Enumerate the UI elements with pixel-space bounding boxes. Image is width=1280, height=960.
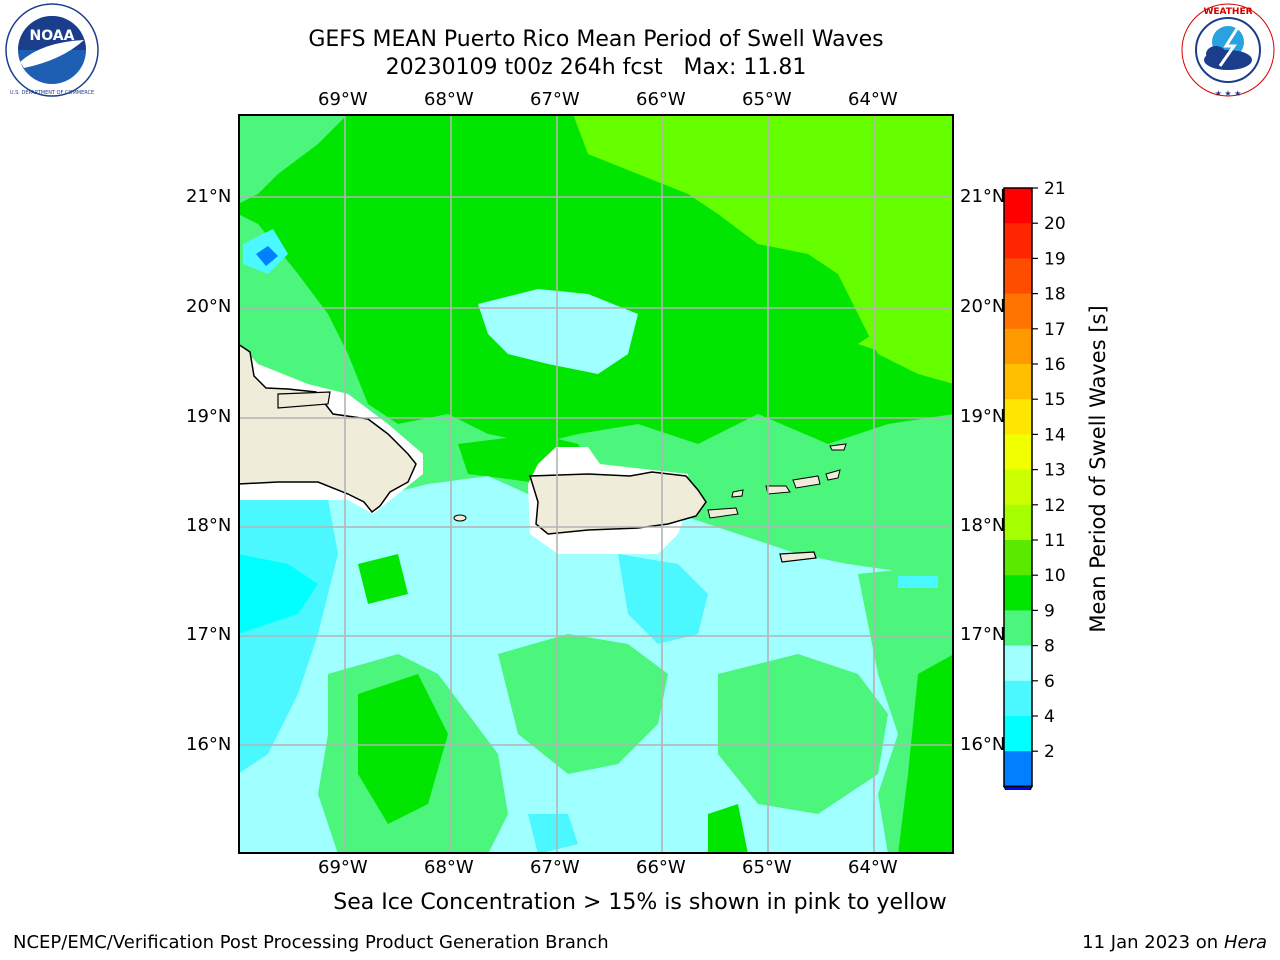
- colorbar-label: Mean Period of Swell Waves [s]: [1086, 305, 1110, 633]
- colorbar-tick-label: 4: [1044, 707, 1055, 727]
- colorbar-band: [1004, 258, 1032, 295]
- swell-period-map: [238, 114, 954, 854]
- field-8-9s: [478, 289, 638, 374]
- hispaniola-land: [238, 343, 417, 514]
- colorbar-frame: [1003, 187, 1033, 788]
- colorbar-tick-label: 15: [1044, 390, 1066, 410]
- lat-label-right: 20°N: [960, 296, 1006, 317]
- colorbar-band: [1004, 293, 1032, 330]
- colorbar-band: [1004, 716, 1032, 752]
- colorbar-tick-label: 6: [1044, 672, 1055, 692]
- graticule: [238, 114, 954, 854]
- noaa-logo: NOAA U.S. DEPARTMENT OF COMMERCE: [5, 3, 99, 97]
- colorbar-tick-label: 21: [1044, 180, 1066, 199]
- colorbar-tick-label: 8: [1044, 637, 1055, 657]
- machine-name: Hera: [1223, 932, 1267, 953]
- lat-label-left: 19°N: [186, 406, 232, 427]
- colorbar-tick-label: 12: [1044, 496, 1066, 516]
- svg-text:★ ★ ★: ★ ★ ★: [1215, 89, 1242, 98]
- colorbar-band: [1004, 188, 1032, 224]
- lon-label-top: 67°W: [530, 89, 580, 110]
- colorbar: 21 20 19 18 17 16 15 14 13 12 11 10 9 8 6 4 2: [1003, 180, 1066, 790]
- colorbar-band: [1004, 399, 1032, 435]
- colorbar-band: [1004, 328, 1032, 365]
- colorbar-band: [1004, 540, 1032, 576]
- colorbar-tick-label: 16: [1044, 355, 1066, 375]
- colorbar-band: [1004, 751, 1032, 787]
- colorbar-band: [1004, 610, 1032, 647]
- map-title: GEFS MEAN Puerto Rico Mean Period of Swe…: [308, 27, 884, 52]
- colorbar-band: [1004, 434, 1032, 471]
- lat-label-left: 17°N: [186, 624, 232, 645]
- noaa-logo-text: NOAA: [30, 28, 75, 44]
- lat-label-right: 21°N: [960, 186, 1006, 207]
- colorbar-band: [1004, 645, 1032, 682]
- colorbar-band: [1004, 504, 1032, 541]
- map-subtitle: 20230109 t00z 264h fcst Max: 11.81: [385, 55, 807, 80]
- sea-ice-note: Sea Ice Concentration > 15% is shown in …: [333, 890, 947, 915]
- generation-date: 11 Jan 2023 on Hera: [1082, 932, 1267, 953]
- colorbar-tick-label: 14: [1044, 425, 1066, 445]
- colorbar-tick-label: 2: [1044, 742, 1055, 762]
- lon-label-bottom: 68°W: [424, 857, 474, 878]
- lon-label-bottom: 67°W: [530, 857, 580, 878]
- lon-label-bottom: 66°W: [636, 857, 686, 878]
- svg-text:U.S. DEPARTMENT OF COMMERCE: U.S. DEPARTMENT OF COMMERCE: [10, 90, 94, 96]
- nws-logo: WEATHER ★ ★ ★: [1181, 3, 1275, 98]
- generation-date-text: 11 Jan 2023 on: [1082, 932, 1224, 953]
- field-11-12s: [573, 114, 954, 384]
- lat-label-left: 20°N: [186, 296, 232, 317]
- colorbar-tick-label: 18: [1044, 285, 1066, 305]
- colorbar-band: [1004, 575, 1032, 611]
- lon-label-bottom: 69°W: [318, 857, 368, 878]
- colorbar-tick-label: 11: [1044, 531, 1066, 551]
- colorbar-tick-label: 17: [1044, 320, 1066, 340]
- colorbar-band: [1004, 469, 1032, 506]
- lon-label-top: 69°W: [318, 89, 368, 110]
- colorbar-band: [1004, 223, 1032, 259]
- colorbar-tick-label: 20: [1044, 214, 1066, 234]
- colorbar-tick-label: 10: [1044, 566, 1066, 586]
- lon-label-bottom: 64°W: [848, 857, 898, 878]
- lon-label-top: 66°W: [636, 89, 686, 110]
- lat-label-left: 18°N: [186, 515, 232, 536]
- colorbar-band: [1004, 680, 1032, 717]
- lon-label-top: 64°W: [848, 89, 898, 110]
- svg-text:WEATHER: WEATHER: [1203, 7, 1252, 17]
- lon-label-bottom: 65°W: [742, 857, 792, 878]
- lat-label-left: 21°N: [186, 186, 232, 207]
- lon-label-top: 65°W: [742, 89, 792, 110]
- lat-label-right: 17°N: [960, 624, 1006, 645]
- organization-credit: NCEP/EMC/Verification Post Processing Pr…: [13, 932, 609, 953]
- lat-label-left: 16°N: [186, 734, 232, 755]
- lat-label-right: 16°N: [960, 734, 1006, 755]
- lat-label-right: 19°N: [960, 406, 1006, 427]
- colorbar-tick-label: 9: [1044, 601, 1055, 621]
- colorbar-band: [1004, 364, 1032, 400]
- colorbar-tick-label: 19: [1044, 249, 1066, 269]
- colorbar-tick-label: 13: [1044, 461, 1066, 481]
- lat-label-right: 18°N: [960, 515, 1006, 536]
- lon-label-top: 68°W: [424, 89, 474, 110]
